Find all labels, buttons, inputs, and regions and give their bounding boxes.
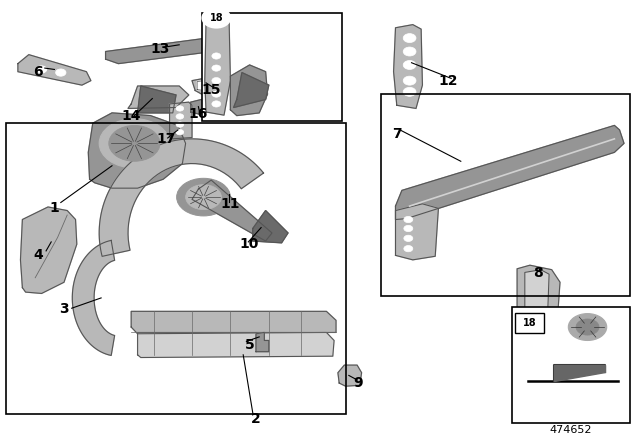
Text: 13: 13 [150,42,170,56]
Circle shape [176,129,184,135]
Circle shape [403,47,416,56]
Circle shape [160,242,173,251]
Polygon shape [88,113,186,188]
Text: 2: 2 [251,412,261,426]
Text: 16: 16 [189,107,208,121]
Circle shape [131,215,144,224]
Circle shape [109,125,160,161]
Text: 9: 9 [353,376,364,390]
Polygon shape [170,102,192,139]
Circle shape [202,8,230,28]
Circle shape [404,216,413,223]
Circle shape [99,119,170,168]
Text: 15: 15 [202,82,221,97]
Circle shape [212,53,221,59]
Polygon shape [106,36,240,64]
Text: 18: 18 [523,318,537,328]
Polygon shape [554,365,605,381]
Polygon shape [18,55,91,85]
Circle shape [177,178,230,216]
Polygon shape [234,73,269,108]
Polygon shape [230,65,268,116]
Circle shape [212,65,221,71]
Polygon shape [128,86,189,108]
Polygon shape [394,25,422,108]
Polygon shape [131,311,336,334]
Circle shape [176,114,184,119]
Polygon shape [99,139,264,256]
Polygon shape [256,332,269,352]
Polygon shape [72,241,115,355]
Bar [381,94,630,296]
Text: 14: 14 [122,109,141,124]
Bar [202,13,342,121]
Circle shape [176,122,184,127]
Bar [512,307,630,423]
Text: 18: 18 [209,13,223,23]
Polygon shape [192,180,272,241]
Circle shape [211,251,224,260]
Circle shape [403,76,416,85]
Circle shape [212,78,221,84]
Circle shape [404,246,413,252]
Text: 11: 11 [221,197,240,211]
Circle shape [576,319,599,335]
Polygon shape [138,332,334,358]
Circle shape [212,91,221,97]
Polygon shape [396,204,438,260]
Circle shape [36,66,47,73]
Polygon shape [20,207,77,293]
Text: 1: 1 [49,201,60,215]
Polygon shape [525,270,549,329]
Polygon shape [191,99,211,114]
Circle shape [56,69,66,76]
Polygon shape [253,211,288,243]
Circle shape [403,60,416,69]
Circle shape [403,87,416,96]
Text: 6: 6 [33,65,44,79]
Circle shape [404,235,413,241]
Polygon shape [197,80,223,91]
Polygon shape [192,77,230,94]
Circle shape [212,101,221,107]
Text: 12: 12 [438,73,458,88]
Polygon shape [517,265,560,334]
Circle shape [568,314,607,340]
Text: 7: 7 [392,127,402,142]
Polygon shape [205,19,230,115]
Text: 17: 17 [157,132,176,146]
Bar [6,123,346,414]
Circle shape [176,106,184,111]
Polygon shape [138,86,176,113]
Text: 5: 5 [244,338,255,352]
Text: 474652: 474652 [550,425,592,435]
Text: 10: 10 [240,237,259,251]
Polygon shape [338,365,362,386]
Text: 8: 8 [532,266,543,280]
Bar [515,313,544,333]
Text: 4: 4 [33,248,44,263]
Circle shape [403,34,416,43]
Circle shape [404,225,413,232]
Polygon shape [396,125,624,220]
Text: 3: 3 [59,302,69,316]
Circle shape [186,185,221,210]
